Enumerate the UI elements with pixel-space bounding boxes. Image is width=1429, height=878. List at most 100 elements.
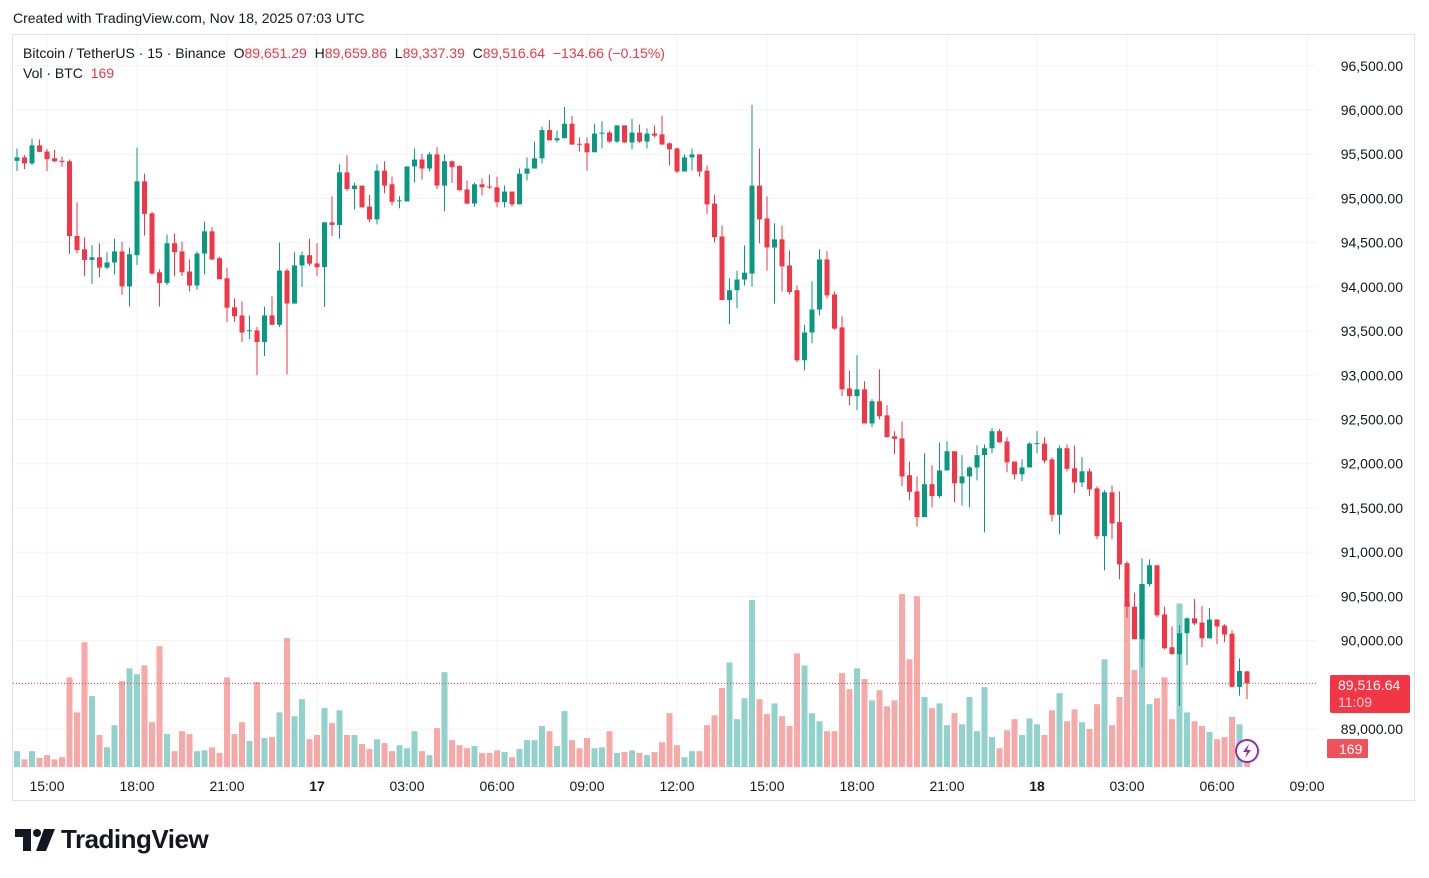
volume-bar [1139,584,1145,767]
volume-bar [704,725,710,767]
candle [284,268,290,375]
symbol-title[interactable]: Bitcoin / TetherUS · 15 · Binance [23,45,226,61]
candle-body [37,145,42,152]
candle [1162,606,1167,650]
candle-body [809,309,815,333]
volume-bar [719,688,725,767]
volume-bar [374,739,380,767]
volume-bar [1109,725,1115,767]
candle-body [1117,522,1122,565]
candle-body [997,431,1002,443]
candle-body [509,191,515,205]
candle [539,126,545,164]
candle [1222,624,1227,643]
candle-body [74,236,80,251]
candle-body [479,184,485,188]
volume-bar [494,750,500,767]
candle-body [952,451,957,484]
candle [14,148,20,172]
candle-body [157,272,162,283]
candle [674,147,680,174]
volume-bar [546,731,553,767]
candle [209,226,215,261]
volume-bar [809,713,815,767]
candle [292,252,297,304]
candle [997,429,1002,443]
time-tick-label: 21:00 [929,778,964,794]
volume-bar [134,674,140,767]
candle-body [397,200,402,202]
volume-bar [1221,737,1228,767]
volume-bar [419,751,425,767]
candle-body [247,330,252,332]
volume-bar [539,725,545,767]
candle [89,244,95,284]
volume-bar [171,751,178,767]
candle [742,245,747,286]
candle-body [1124,563,1130,607]
candle [44,148,50,172]
candle [1199,605,1205,648]
candle [352,182,357,210]
candle [427,152,432,172]
candle [479,178,485,196]
candle-body [1184,618,1190,634]
candle [442,154,447,212]
candle [832,291,837,330]
volume-bar [509,757,515,767]
volume-bar [44,755,50,767]
volume-bar [269,737,275,767]
candle [112,238,117,275]
volume-bar [839,673,845,767]
candle-body [622,125,627,143]
volume-bar [381,743,388,767]
volume-bar [51,759,58,767]
candle [614,125,620,143]
tradingview-logo[interactable]: TradingView [15,824,209,855]
volume-bar [284,638,290,767]
volume-bar [951,713,958,767]
candle [667,142,672,166]
candle [397,196,402,209]
candle [652,125,657,138]
candle [434,147,440,190]
candle [907,461,912,501]
candle-body [194,253,200,286]
candle-body [209,231,215,260]
candle-body [299,255,305,266]
candle-body [884,415,890,438]
candle [1042,437,1047,464]
candle-body [577,143,582,145]
candle [622,125,627,143]
volume-bar [966,697,973,767]
candle-body [974,455,980,468]
candle-body [764,218,770,248]
volume-bar [1199,725,1205,767]
candle-body [1222,625,1227,635]
volume-bar [869,700,875,767]
candle-body [112,251,117,263]
candle-body [1169,647,1175,655]
candle-body [494,187,500,203]
candle [1072,445,1077,494]
price-tick-label: 95,500.00 [1341,146,1403,162]
created-with-caption: Created with TradingView.com, Nov 18, 20… [13,10,365,26]
volume-label[interactable]: Vol · BTC [23,65,83,81]
time-tick-label: 06:00 [1199,778,1234,794]
volume-bar [711,715,718,767]
volume-bar [111,725,118,767]
candle-body [892,436,897,439]
candle [569,116,575,145]
candle [922,453,927,518]
candle [599,121,605,149]
candle [374,164,380,225]
candle [817,249,822,316]
candle-body [29,145,35,164]
candle [367,194,372,223]
volume-bar [404,748,410,767]
lightning-icon[interactable] [1235,739,1259,763]
candle-body [907,475,912,492]
candle-body [592,133,597,153]
volume-bar [501,752,508,767]
